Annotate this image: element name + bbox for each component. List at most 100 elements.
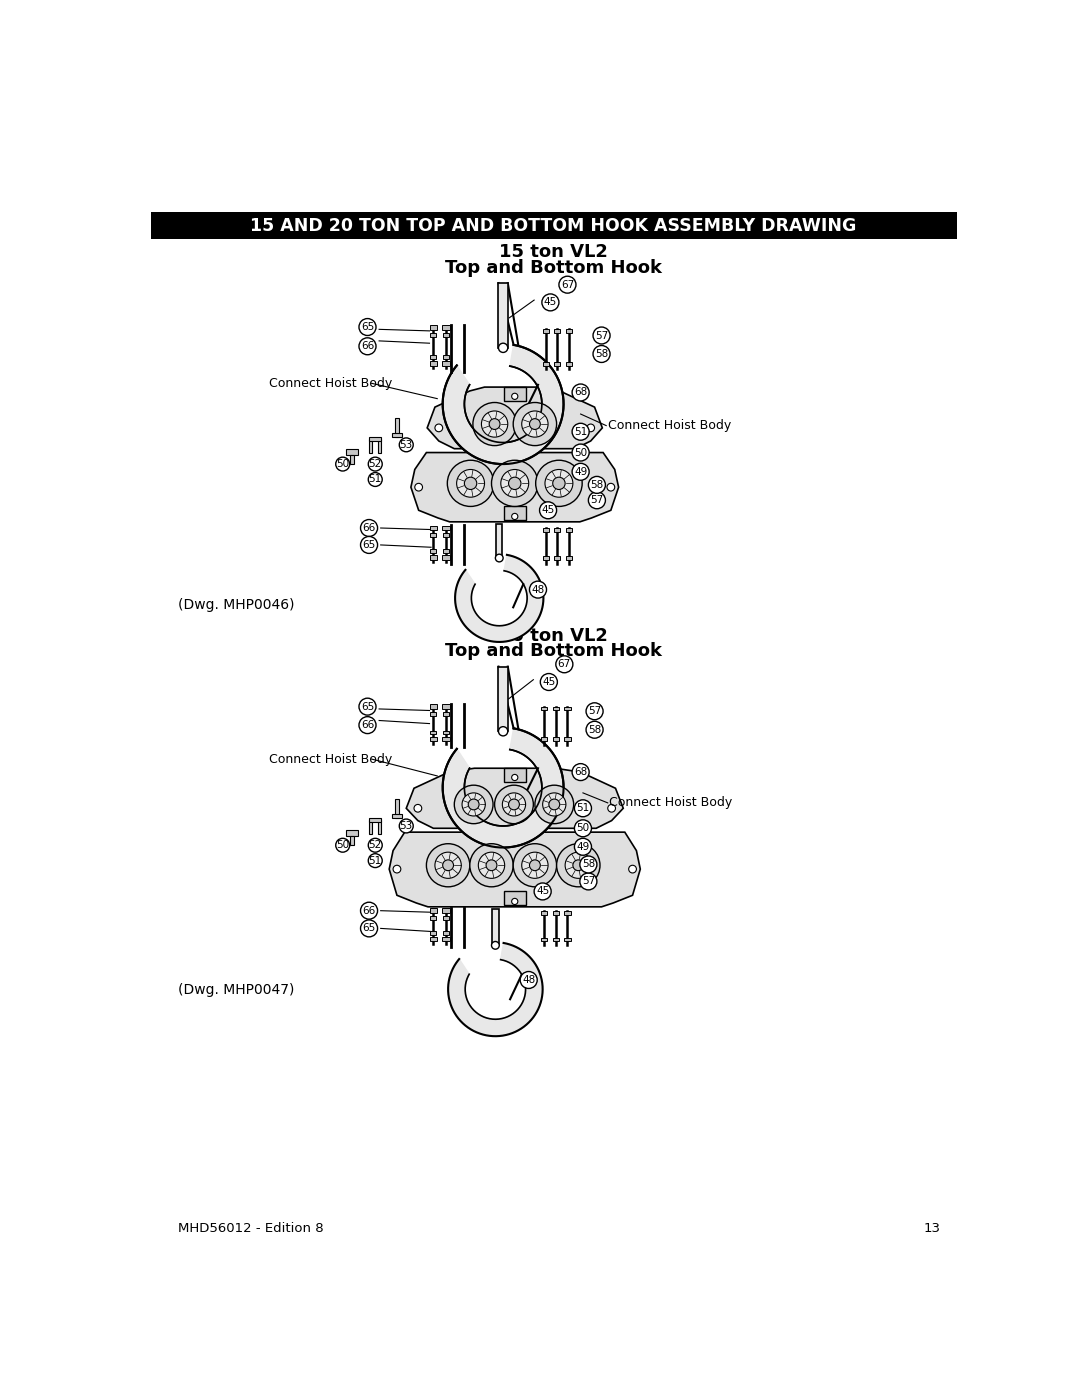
Circle shape bbox=[575, 800, 592, 817]
Bar bbox=[554, 330, 561, 334]
Text: 50: 50 bbox=[336, 840, 349, 851]
Circle shape bbox=[529, 861, 540, 870]
Circle shape bbox=[607, 483, 615, 490]
Bar bbox=[553, 911, 559, 915]
Circle shape bbox=[502, 793, 526, 816]
Bar bbox=[378, 439, 381, 453]
Circle shape bbox=[478, 852, 504, 879]
Circle shape bbox=[359, 338, 376, 355]
Text: 50: 50 bbox=[577, 823, 590, 833]
Text: Connect Hoist Body: Connect Hoist Body bbox=[608, 419, 731, 432]
Circle shape bbox=[489, 419, 500, 429]
Bar bbox=[430, 549, 436, 553]
Circle shape bbox=[427, 844, 470, 887]
Circle shape bbox=[559, 277, 576, 293]
Text: 51: 51 bbox=[577, 803, 590, 813]
Bar bbox=[394, 799, 400, 819]
Bar bbox=[369, 437, 381, 441]
Bar bbox=[542, 330, 549, 334]
Text: 52: 52 bbox=[368, 460, 382, 469]
Text: 53: 53 bbox=[400, 440, 413, 450]
Bar bbox=[430, 908, 437, 914]
Bar bbox=[442, 908, 449, 914]
Circle shape bbox=[414, 805, 422, 812]
Text: 65: 65 bbox=[363, 539, 376, 550]
Circle shape bbox=[593, 345, 610, 362]
Polygon shape bbox=[455, 555, 543, 643]
Text: 66: 66 bbox=[361, 341, 374, 351]
Text: 45: 45 bbox=[542, 678, 555, 687]
Circle shape bbox=[393, 865, 401, 873]
Text: 13: 13 bbox=[924, 1222, 941, 1235]
Circle shape bbox=[491, 460, 538, 507]
Text: 45: 45 bbox=[536, 887, 550, 897]
Circle shape bbox=[496, 555, 503, 562]
Text: 65: 65 bbox=[363, 923, 376, 933]
Bar bbox=[442, 525, 449, 531]
Circle shape bbox=[529, 581, 546, 598]
Text: Top and Bottom Hook: Top and Bottom Hook bbox=[445, 643, 662, 661]
Bar bbox=[541, 707, 548, 711]
Circle shape bbox=[575, 820, 592, 837]
Circle shape bbox=[572, 384, 590, 401]
Text: 45: 45 bbox=[543, 298, 557, 307]
Circle shape bbox=[572, 444, 590, 461]
Circle shape bbox=[509, 799, 519, 810]
Text: 58: 58 bbox=[591, 481, 604, 490]
Bar bbox=[430, 930, 436, 935]
Circle shape bbox=[443, 861, 454, 870]
Text: 66: 66 bbox=[363, 522, 376, 534]
Text: 51: 51 bbox=[573, 426, 588, 437]
Bar bbox=[430, 360, 437, 366]
Bar bbox=[542, 528, 549, 532]
Circle shape bbox=[521, 971, 537, 989]
Bar bbox=[430, 334, 436, 337]
Circle shape bbox=[513, 402, 556, 446]
Circle shape bbox=[336, 838, 350, 852]
Bar bbox=[553, 738, 559, 742]
Circle shape bbox=[589, 476, 606, 493]
Bar bbox=[350, 455, 354, 464]
Circle shape bbox=[501, 469, 529, 497]
Text: 68: 68 bbox=[573, 767, 588, 777]
Text: 65: 65 bbox=[361, 701, 374, 711]
Circle shape bbox=[400, 819, 414, 833]
Circle shape bbox=[457, 469, 485, 497]
Text: Connect Hoist Body: Connect Hoist Body bbox=[609, 796, 732, 809]
Bar bbox=[565, 937, 570, 942]
Bar bbox=[346, 830, 359, 835]
Bar bbox=[554, 528, 561, 532]
Circle shape bbox=[549, 799, 559, 810]
Circle shape bbox=[464, 478, 476, 489]
Text: 48: 48 bbox=[531, 584, 544, 595]
Text: 52: 52 bbox=[368, 840, 382, 851]
Bar bbox=[443, 549, 449, 553]
Bar bbox=[504, 387, 526, 401]
Bar bbox=[442, 326, 449, 330]
Bar bbox=[541, 738, 548, 742]
Text: 15 AND 20 TON TOP AND BOTTOM HOOK ASSEMBLY DRAWING: 15 AND 20 TON TOP AND BOTTOM HOOK ASSEMB… bbox=[251, 217, 856, 235]
Circle shape bbox=[336, 457, 350, 471]
Circle shape bbox=[512, 393, 517, 400]
Bar bbox=[541, 937, 548, 942]
Bar bbox=[430, 736, 437, 742]
Text: 58: 58 bbox=[582, 859, 595, 869]
Bar bbox=[430, 534, 436, 538]
Bar bbox=[442, 704, 449, 708]
Circle shape bbox=[361, 520, 378, 536]
Bar bbox=[504, 891, 526, 905]
Circle shape bbox=[629, 865, 636, 873]
Circle shape bbox=[512, 513, 517, 520]
Bar bbox=[430, 355, 436, 359]
Circle shape bbox=[447, 460, 494, 507]
Circle shape bbox=[435, 852, 461, 879]
Circle shape bbox=[522, 852, 548, 879]
Circle shape bbox=[586, 425, 595, 432]
Circle shape bbox=[486, 861, 497, 870]
Bar bbox=[542, 556, 549, 560]
Bar bbox=[430, 916, 436, 921]
Circle shape bbox=[589, 492, 606, 509]
Circle shape bbox=[593, 327, 610, 344]
Circle shape bbox=[470, 844, 513, 887]
Circle shape bbox=[368, 854, 382, 868]
